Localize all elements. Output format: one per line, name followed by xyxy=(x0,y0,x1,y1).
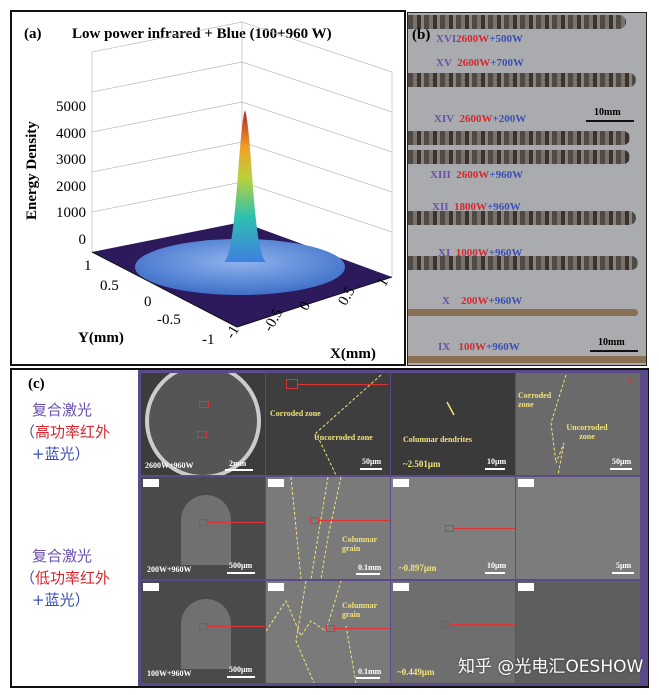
weld-track xyxy=(408,256,638,270)
y-tick: -1 xyxy=(202,332,215,348)
scale-bar-top-label: 10mm xyxy=(594,107,621,118)
weld-track xyxy=(408,211,636,225)
scale-label: 500μm xyxy=(229,665,253,674)
weld-track xyxy=(408,150,630,164)
grain-size: ~2.501μm xyxy=(403,459,441,469)
annotation: Columnar dendrites xyxy=(403,435,472,444)
micrograph-r1c3: Columnar dendrites ~2.501μm 10μm xyxy=(391,373,515,475)
micrograph-grid: 2600W+960W 2mm Corroded zone Uncorroded … xyxy=(138,370,648,686)
weld-track xyxy=(408,356,646,363)
group-label-line: （低功率红外 xyxy=(20,569,111,587)
z-tick: 4000 xyxy=(56,125,86,142)
power-label: 2600W+960W xyxy=(145,461,194,470)
power-label: 100W+960W xyxy=(147,669,192,678)
micrograph-r1c2: Corroded zone Uncorroded zone 50μm xyxy=(266,373,390,475)
micrograph-r1c4: Corroded zone Uncorroded zone 5 50μm xyxy=(516,373,640,475)
group-label-line: 复合激光 xyxy=(32,547,93,565)
scale-label: 0.1mm xyxy=(358,563,382,572)
micrograph-r2c2: Columnar grain 0.1mm xyxy=(266,477,390,579)
scale-label: 50μm xyxy=(362,457,382,466)
track-label-X: X 200W+960W xyxy=(442,295,523,307)
z-tick: 0 xyxy=(78,231,87,248)
micrograph-r2c1: 200W+960W 500μm xyxy=(141,477,265,579)
group-label-line: +蓝光） xyxy=(32,445,90,463)
panel-b-label: (b) xyxy=(412,27,431,43)
micrograph-r1c1: 2600W+960W 2mm xyxy=(141,373,265,475)
micrograph-r2c4: 5μm xyxy=(516,477,640,579)
micrograph-r3c4 xyxy=(516,581,640,683)
x-axis-label: X(mm) xyxy=(330,346,376,362)
micrograph-r2c3: ~0.897μm 10μm xyxy=(391,477,515,579)
track-label-XVI: XVI2600W+500W xyxy=(436,33,523,45)
scale-label: 10μm xyxy=(487,457,507,466)
group-label-line: （高功率红外 xyxy=(20,423,111,441)
scale-bar-bottom xyxy=(590,350,638,352)
annotation: Columnar grain xyxy=(342,535,377,553)
annotation: Uncorroded zone xyxy=(566,423,608,441)
y-tick: 0.5 xyxy=(100,278,119,294)
micrograph-r3c3: ~0.449μm xyxy=(391,581,515,683)
track-label-XII: XII 1800W+960W xyxy=(432,201,521,213)
arrow-icon xyxy=(446,401,455,416)
panel-c-micrographs: (c) 复合激光 （高功率红外 +蓝光） 复合激光 （低功率红外 +蓝光） 26… xyxy=(10,368,649,688)
panel-c-label: (c) xyxy=(28,376,45,392)
z-tick: 2000 xyxy=(56,178,86,195)
scale-label: 10μm xyxy=(487,561,507,570)
y-tick: -0.5 xyxy=(157,312,181,328)
group-label-line: +蓝光） xyxy=(32,591,90,609)
track-label-XIII: XIII 2600W+960W xyxy=(430,169,524,181)
weld-track xyxy=(408,15,626,29)
y-tick: 0 xyxy=(144,294,152,310)
weld-track xyxy=(408,131,630,145)
panel-b-weld-tracks-photo: (b) XVI2600W+500W XV 2600W+700W XIV 2600… xyxy=(407,12,647,366)
annotation: Columnar grain xyxy=(342,601,377,619)
track-label-IX: IX 100W+960W xyxy=(438,341,520,353)
z-axis-label: Energy Density xyxy=(24,121,40,220)
z-tick: 3000 xyxy=(56,152,86,168)
base-disc xyxy=(135,239,345,295)
surface-plot xyxy=(91,21,393,328)
panel-a-energy-density-plot: (a) Low power infrared + Blue (100+960 W… xyxy=(10,10,406,366)
annotation: Corroded zone xyxy=(270,409,321,418)
z-tick: 5000 xyxy=(56,99,86,115)
region-marker: 5 xyxy=(628,377,632,386)
grain-size: ~0.897μm xyxy=(399,563,437,573)
weld-track xyxy=(408,309,638,316)
scale-label: 0.1mm xyxy=(358,667,382,676)
weld-track xyxy=(408,73,636,87)
group-label-line: 复合激光 xyxy=(32,401,93,419)
annotation: Corroded zone xyxy=(518,391,552,409)
power-label: 200W+960W xyxy=(147,565,192,574)
scale-label: 50μm xyxy=(612,457,632,466)
annotation: Uncorroded zone xyxy=(314,433,373,442)
scale-label: 5μm xyxy=(616,561,632,570)
scale-bar-top xyxy=(586,120,634,122)
y-tick: 1 xyxy=(84,258,92,274)
track-label-XV: XV 2600W+700W xyxy=(436,57,524,69)
scale-label: 500μm xyxy=(229,561,253,570)
micrograph-r3c2: Columnar grain 0.1mm xyxy=(266,581,390,683)
z-ticks: 5000 4000 3000 2000 1000 0 xyxy=(48,94,86,253)
energy-peak xyxy=(224,110,266,262)
panel-a-label: (a) xyxy=(24,26,42,42)
z-tick: 1000 xyxy=(56,205,86,221)
watermark: 知乎 @光电汇OESHOW xyxy=(458,657,644,677)
scale-bar-bottom-label: 10mm xyxy=(598,337,625,348)
micrograph-r3c1: 100W+960W 500μm xyxy=(141,581,265,683)
track-label-XIV: XIV 2600W+200W xyxy=(434,113,527,125)
track-label-XI: XI 1000W+960W xyxy=(438,247,523,259)
grain-size: ~0.449μm xyxy=(397,667,435,677)
y-axis-label: Y(mm) xyxy=(78,330,124,346)
scale-label: 2mm xyxy=(229,459,247,468)
